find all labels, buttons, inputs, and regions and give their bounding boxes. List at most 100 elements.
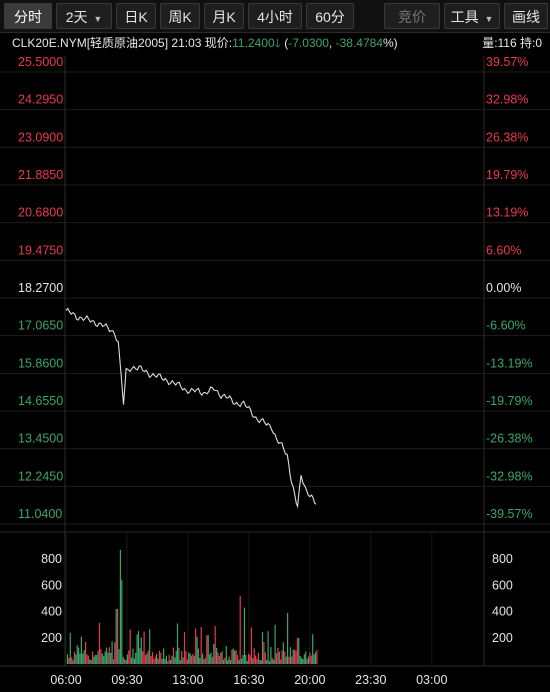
tab-timeshare[interactable]: 分时 <box>4 3 52 29</box>
volume-bar <box>175 650 177 664</box>
volume-bar <box>280 659 282 664</box>
volume-open-interest: 量:116 持:0 <box>482 36 542 50</box>
price-tick-label: 14.6550 <box>18 394 63 408</box>
volume-bar <box>307 656 310 664</box>
price-tick-label: 18.2700 <box>18 281 63 295</box>
volume-bar <box>172 647 174 664</box>
volume-bar <box>83 650 85 664</box>
volume-bar <box>82 653 84 664</box>
quote-time: 21:03 <box>171 36 202 50</box>
volume-tick-label: 600 <box>41 578 62 592</box>
volume-bar <box>275 653 278 664</box>
volume-axis: 800 800 600 600 400 400 200 200 <box>41 552 513 645</box>
volume-bar <box>157 658 159 664</box>
volume-bar <box>313 654 315 664</box>
symbol-name: CLK20E.NYM[轻质原油2005] <box>12 36 169 50</box>
volume-bar <box>160 652 162 664</box>
tab-2day-dropdown[interactable]: 2天 ▼ <box>56 3 112 29</box>
volume-bar <box>92 651 94 664</box>
volume-bar <box>231 649 233 664</box>
tab-daily-k[interactable]: 日K <box>116 3 156 29</box>
volume-bar <box>206 635 208 664</box>
draw-line-button[interactable]: 画线 <box>504 3 548 29</box>
price-tick-label: 11.0400 <box>18 507 62 521</box>
volume-bar <box>305 651 307 664</box>
volume-bar <box>224 657 226 664</box>
volume-bar <box>241 658 243 664</box>
volume-bar <box>176 623 179 664</box>
volume-bar <box>203 659 205 664</box>
price-line <box>65 307 317 509</box>
volume-bar <box>271 658 273 664</box>
price-tick-label: 15.8600 <box>18 356 63 370</box>
volume-bar <box>135 652 137 664</box>
volume-bar <box>266 660 268 664</box>
volume-bar <box>225 645 227 664</box>
volume-bar <box>132 648 134 664</box>
volume-bar <box>239 595 241 664</box>
volume-bars <box>66 549 318 664</box>
price-tick-label: 25.5000 <box>18 55 63 69</box>
compete-button[interactable]: 竞价 <box>384 3 440 29</box>
volume-bar <box>117 608 119 664</box>
volume-bar <box>85 642 87 664</box>
volume-bar <box>131 657 133 664</box>
volume-bar <box>214 626 216 664</box>
volume-bar <box>303 654 305 664</box>
volume-tick-label: 400 <box>41 605 62 619</box>
volume-bar <box>218 656 220 664</box>
draw-line-label: 画线 <box>512 9 540 25</box>
tab-weekly-k[interactable]: 周K <box>160 3 200 29</box>
price-tick-label: 12.2450 <box>18 469 63 483</box>
time-tick-label: 20:00 <box>294 673 325 687</box>
volume-bar <box>302 659 304 664</box>
volume-bar <box>202 653 204 664</box>
volume-bar <box>211 657 213 664</box>
volume-bar <box>143 631 145 664</box>
price-tick-label: 19.4750 <box>18 243 63 257</box>
time-axis: 06:00 09:30 13:00 16:30 20:00 23:30 03:00 <box>50 673 447 687</box>
volume-bar <box>153 658 155 664</box>
comma: , <box>328 36 336 50</box>
tools-dropdown[interactable]: 工具 ▼ <box>444 3 500 29</box>
tab-monthly-k[interactable]: 月K <box>204 3 244 29</box>
volume-bar <box>287 612 289 664</box>
volume-bar <box>107 652 109 664</box>
tab-4hour[interactable]: 4小时 <box>248 3 302 29</box>
volume-bar <box>149 629 151 664</box>
tab-60min-label: 60分 <box>315 9 345 25</box>
volume-bar <box>221 651 223 664</box>
volume-bar <box>259 660 261 664</box>
volume-bar <box>73 651 75 664</box>
pct-sign: %) <box>382 36 398 50</box>
volume-bar <box>249 655 251 664</box>
quote-info-bar: CLK20E.NYM[轻质原油2005] 21:03 现价:11.2400🡓 (… <box>0 33 550 53</box>
volume-bar <box>263 642 265 664</box>
volume-bar <box>220 652 222 664</box>
percent-tick-label: 39.57% <box>486 55 528 69</box>
percent-tick-label: 6.60% <box>486 243 521 257</box>
percent-tick-label: -19.79% <box>486 394 533 408</box>
volume-bar <box>257 652 259 664</box>
volume-bar <box>164 659 166 664</box>
volume-bar <box>204 657 206 664</box>
volume-bar <box>267 631 269 664</box>
volume-bar <box>110 652 112 664</box>
volume-bar <box>246 661 248 664</box>
volume-bar <box>238 659 240 664</box>
volume-bar <box>158 650 160 664</box>
percent-tick-label: 0.00% <box>486 281 521 295</box>
volume-bar <box>268 661 271 664</box>
volume-bar <box>156 654 158 664</box>
volume-bar <box>281 650 283 664</box>
volume-bar <box>285 656 287 664</box>
tab-60min[interactable]: 60分 <box>306 3 354 29</box>
volume-bar <box>98 622 101 664</box>
volume-bar <box>252 658 254 664</box>
price-tick-label: 24.2950 <box>18 93 63 107</box>
volume-bar <box>196 636 198 664</box>
percent-tick-label: 13.19% <box>486 206 528 220</box>
tab-weekly-k-label: 周K <box>168 9 192 25</box>
volume-bar <box>76 645 78 664</box>
